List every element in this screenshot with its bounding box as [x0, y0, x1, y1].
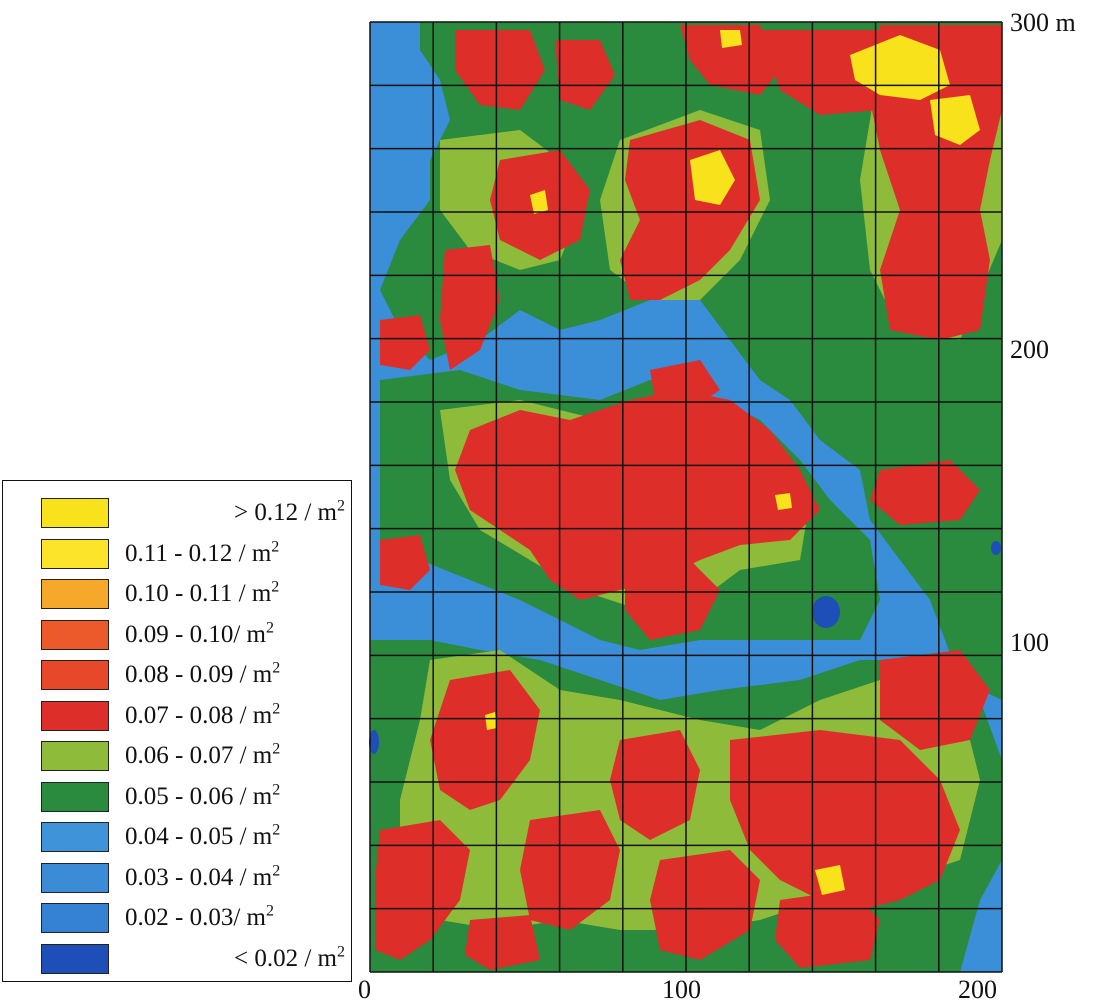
- legend-swatch: [41, 903, 109, 933]
- legend: > 0.12 / m2 0.11 - 0.12 / m2 0.10 - 0.11 /…: [2, 480, 352, 982]
- legend-item: 0.09 - 0.10/ m2: [3, 617, 351, 657]
- legend-item: 0.05 - 0.06 / m2: [3, 779, 351, 819]
- legend-label: 0.04 - 0.05 / m2: [125, 821, 281, 850]
- legend-label: > 0.12 / m2: [234, 497, 345, 526]
- legend-swatch: [41, 862, 109, 893]
- x-tick-label: 100: [662, 975, 701, 1004]
- legend-swatch: [41, 822, 109, 852]
- legend-label: 0.08 - 0.09 / m2: [125, 659, 281, 688]
- legend-swatch: [41, 781, 109, 812]
- legend-item: 0.04 - 0.05 / m2: [3, 819, 351, 859]
- legend-label: 0.02 - 0.03/ m2: [125, 902, 274, 931]
- y-tick-label: 200: [1010, 335, 1049, 364]
- legend-label: 0.09 - 0.10/ m2: [125, 619, 274, 648]
- legend-label: 0.11 - 0.12 / m2: [125, 538, 280, 567]
- legend-label: 0.06 - 0.07 / m2: [125, 740, 281, 769]
- legend-swatch: [41, 498, 109, 528]
- y-tick-label: 100: [1010, 628, 1049, 657]
- legend-label: < 0.02 / m2: [234, 943, 345, 972]
- legend-swatch: [41, 579, 109, 609]
- legend-swatch: [41, 538, 109, 569]
- legend-item: 0.03 - 0.04 / m2: [3, 860, 351, 900]
- legend-swatch: [41, 619, 109, 650]
- legend-item: 0.07 - 0.08 / m2: [3, 698, 351, 738]
- legend-item: < 0.02 / m2: [3, 941, 351, 981]
- legend-label: 0.03 - 0.04 / m2: [125, 862, 281, 891]
- legend-item: 0.02 - 0.03/ m2: [3, 900, 351, 940]
- x-tick-label: 0: [358, 975, 371, 1004]
- map-grid: [369, 21, 1003, 973]
- legend-swatch: [41, 660, 109, 690]
- legend-label: 0.07 - 0.08 / m2: [125, 700, 281, 729]
- legend-swatch: [41, 943, 109, 974]
- legend-item: 0.10 - 0.11 / m2: [3, 576, 351, 616]
- dark-blue-zones: [369, 541, 1001, 754]
- legend-label: 0.10 - 0.11 / m2: [125, 578, 280, 607]
- legend-item: 0.11 - 0.12 / m2: [3, 536, 351, 576]
- yellow-zones: [485, 30, 980, 895]
- legend-item: 0.06 - 0.07 / m2: [3, 738, 351, 778]
- legend-label: 0.05 - 0.06 / m2: [125, 781, 281, 810]
- legend-item: > 0.12 / m2: [3, 495, 351, 535]
- y-tick-label: 300 m: [1010, 8, 1076, 37]
- legend-item: 0.08 - 0.09 / m2: [3, 657, 351, 697]
- x-tick-label: 200: [958, 975, 997, 1004]
- map-plot-area: [369, 21, 1003, 973]
- legend-swatch: [41, 741, 109, 771]
- legend-swatch: [41, 700, 109, 731]
